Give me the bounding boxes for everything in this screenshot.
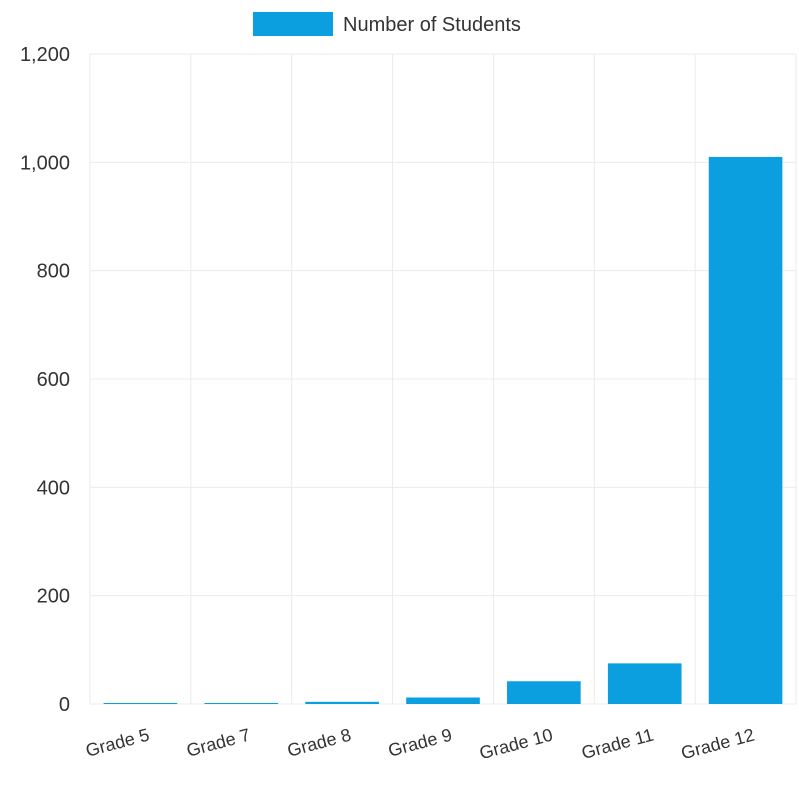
y-axis-tick-labels: 0 200 400 600 800 1,000 1,200 [20,44,70,716]
legend-swatch [253,12,333,36]
bar-grade-12 [708,156,783,704]
y-tick-label: 400 [37,477,70,499]
x-tick-label: Grade 5 [83,725,151,761]
y-tick-label: 0 [59,694,70,716]
legend: Number of Students [253,12,521,36]
y-tick-label: 200 [37,586,70,608]
x-tick-label: Grade 10 [477,725,555,764]
x-tick-label: Grade 12 [679,725,757,764]
legend-label: Number of Students [343,14,521,36]
bars [103,156,783,704]
bar-grade-7 [204,703,279,704]
bar-grade-10 [507,681,581,704]
y-tick-label: 1,200 [20,44,70,66]
x-tick-label: Grade 7 [184,725,252,761]
x-tick-label: Grade 8 [285,725,353,761]
x-tick-label: Grade 9 [386,725,454,761]
y-tick-label: 1,000 [20,152,70,174]
x-axis-tick-labels: Grade 5 Grade 7 Grade 8 Grade 9 Grade 10 Grad… [83,725,756,764]
bar-grade-8 [305,701,379,704]
y-tick-label: 600 [37,369,70,391]
bar-grade-9 [406,697,480,704]
y-tick-label: 800 [37,261,70,283]
bar-grade-11 [607,663,682,704]
grid-lines [89,53,797,705]
bar-grade-5 [103,703,178,704]
x-tick-label: Grade 11 [579,725,655,763]
